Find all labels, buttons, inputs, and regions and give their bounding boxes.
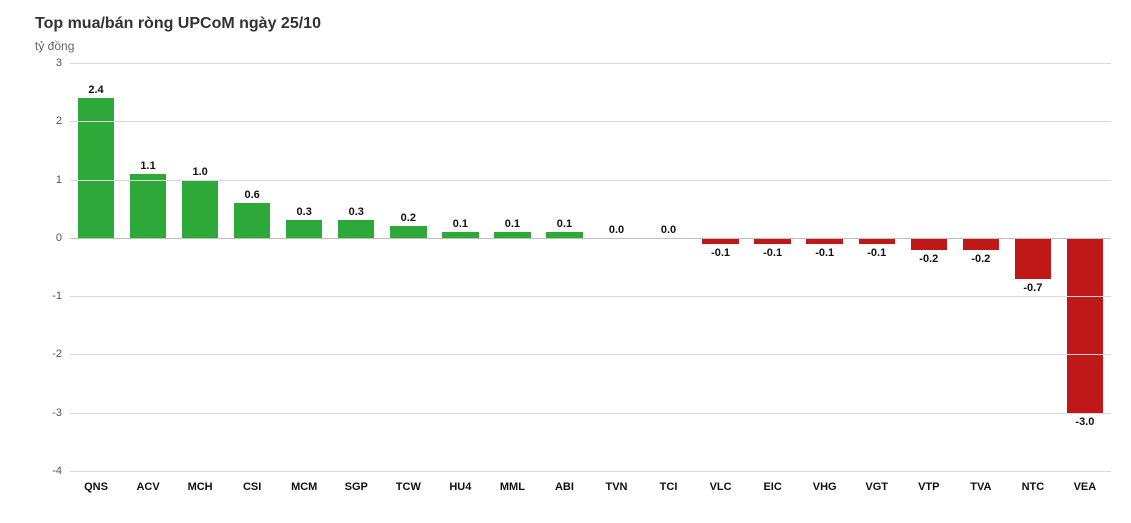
bar [338,220,374,237]
x-axis-label: TVA [955,481,1007,493]
y-axis-label: -4 [52,465,70,477]
value-label: 0.2 [401,212,416,224]
x-axis-label: MCH [174,481,226,493]
bar-column: -0.1 [851,63,903,471]
bar [390,226,426,238]
bar-column: 0.6 [226,63,278,471]
value-label: 0.6 [245,189,260,201]
value-label: 1.0 [192,166,207,178]
bar-column: 0.2 [382,63,434,471]
gridline [70,63,1111,64]
y-axis-label: 1 [56,174,70,186]
x-axis-label: HU4 [434,481,486,493]
x-axis-label: MML [486,481,538,493]
chart-container: Top mua/bán ròng UPCoM ngày 25/10 tỷ đồn… [0,0,1131,523]
gridline [70,354,1111,355]
y-axis-label: 3 [56,57,70,69]
y-axis-label: 0 [56,232,70,244]
bar-column: 0.0 [590,63,642,471]
x-axis-label: CSI [226,481,278,493]
x-axis-label: VGT [851,481,903,493]
value-label: 0.0 [609,224,624,236]
y-axis-label: -3 [52,407,70,419]
bar-column: -0.2 [955,63,1007,471]
value-label: -0.1 [763,247,782,259]
x-axis-label: TCI [643,481,695,493]
value-label: 0.0 [661,224,676,236]
bars-layer: 2.4 1.1 1.0 0.6 0.3 0.3 0.2 0.1 0.1 0.1 0.0 0.0 -0.1… [70,63,1111,471]
bar [1067,238,1103,413]
bar-column: 2.4 [70,63,122,471]
gridline [70,296,1111,297]
bar-column: -0.1 [695,63,747,471]
bar-column: 1.1 [122,63,174,471]
bar-column: -0.2 [903,63,955,471]
bar-column: -0.1 [747,63,799,471]
gridline [70,121,1111,122]
y-axis-label: 2 [56,115,70,127]
x-axis-label: VTP [903,481,955,493]
value-label: 0.1 [557,218,572,230]
x-axis-label: VHG [799,481,851,493]
x-axis-label: SGP [330,481,382,493]
y-axis-label: -2 [52,348,70,360]
bar [130,174,166,238]
bar-column: 1.0 [174,63,226,471]
value-label: -0.2 [919,253,938,265]
bar [78,98,114,238]
bar [286,220,322,237]
value-label: -0.7 [1023,282,1042,294]
value-label: 1.1 [140,160,155,172]
value-label: 2.4 [88,84,103,96]
x-axis-row: QNSACVMCHCSIMCMSGPTCWHU4MMLABITVNTCIVLCE… [70,471,1111,493]
x-axis-label: ACV [122,481,174,493]
bar-column: 0.1 [538,63,590,471]
bar-column: 0.0 [643,63,695,471]
y-axis-label: -1 [52,290,70,302]
bar-column: -0.7 [1007,63,1059,471]
x-axis-label: NTC [1007,481,1059,493]
x-axis-label: ABI [538,481,590,493]
gridline [70,413,1111,414]
chart-title: Top mua/bán ròng UPCoM ngày 25/10 [35,15,1111,33]
value-label: 0.3 [349,206,364,218]
bar [1015,238,1051,279]
value-label: -0.1 [711,247,730,259]
value-label: -3.0 [1075,416,1094,428]
bar-column: -0.1 [799,63,851,471]
bar [963,238,999,250]
value-label: -0.1 [815,247,834,259]
bar-column: 0.3 [278,63,330,471]
bar [911,238,947,250]
x-axis-label: TCW [382,481,434,493]
value-label: 0.3 [297,206,312,218]
x-axis-label: MCM [278,481,330,493]
x-axis-label: VLC [695,481,747,493]
plot-area: 2.4 1.1 1.0 0.6 0.3 0.3 0.2 0.1 0.1 0.1 0.0 0.0 -0.1… [70,63,1111,471]
bar [182,180,218,238]
x-axis-label: TVN [590,481,642,493]
x-axis-label: VEA [1059,481,1111,493]
x-axis-label: QNS [70,481,122,493]
bar-column: 0.3 [330,63,382,471]
value-label: -0.2 [971,253,990,265]
bar-column: 0.1 [486,63,538,471]
gridline [70,238,1111,239]
bar [234,203,270,238]
x-axis-label: EIC [747,481,799,493]
plot-wrap: 2.4 1.1 1.0 0.6 0.3 0.3 0.2 0.1 0.1 0.1 0.0 0.0 -0.1… [35,63,1111,493]
chart-subtitle: tỷ đồng [35,39,1111,53]
value-label: -0.1 [867,247,886,259]
gridline [70,180,1111,181]
value-label: 0.1 [505,218,520,230]
value-label: 0.1 [453,218,468,230]
bar-column: -3.0 [1059,63,1111,471]
bar-column: 0.1 [434,63,486,471]
